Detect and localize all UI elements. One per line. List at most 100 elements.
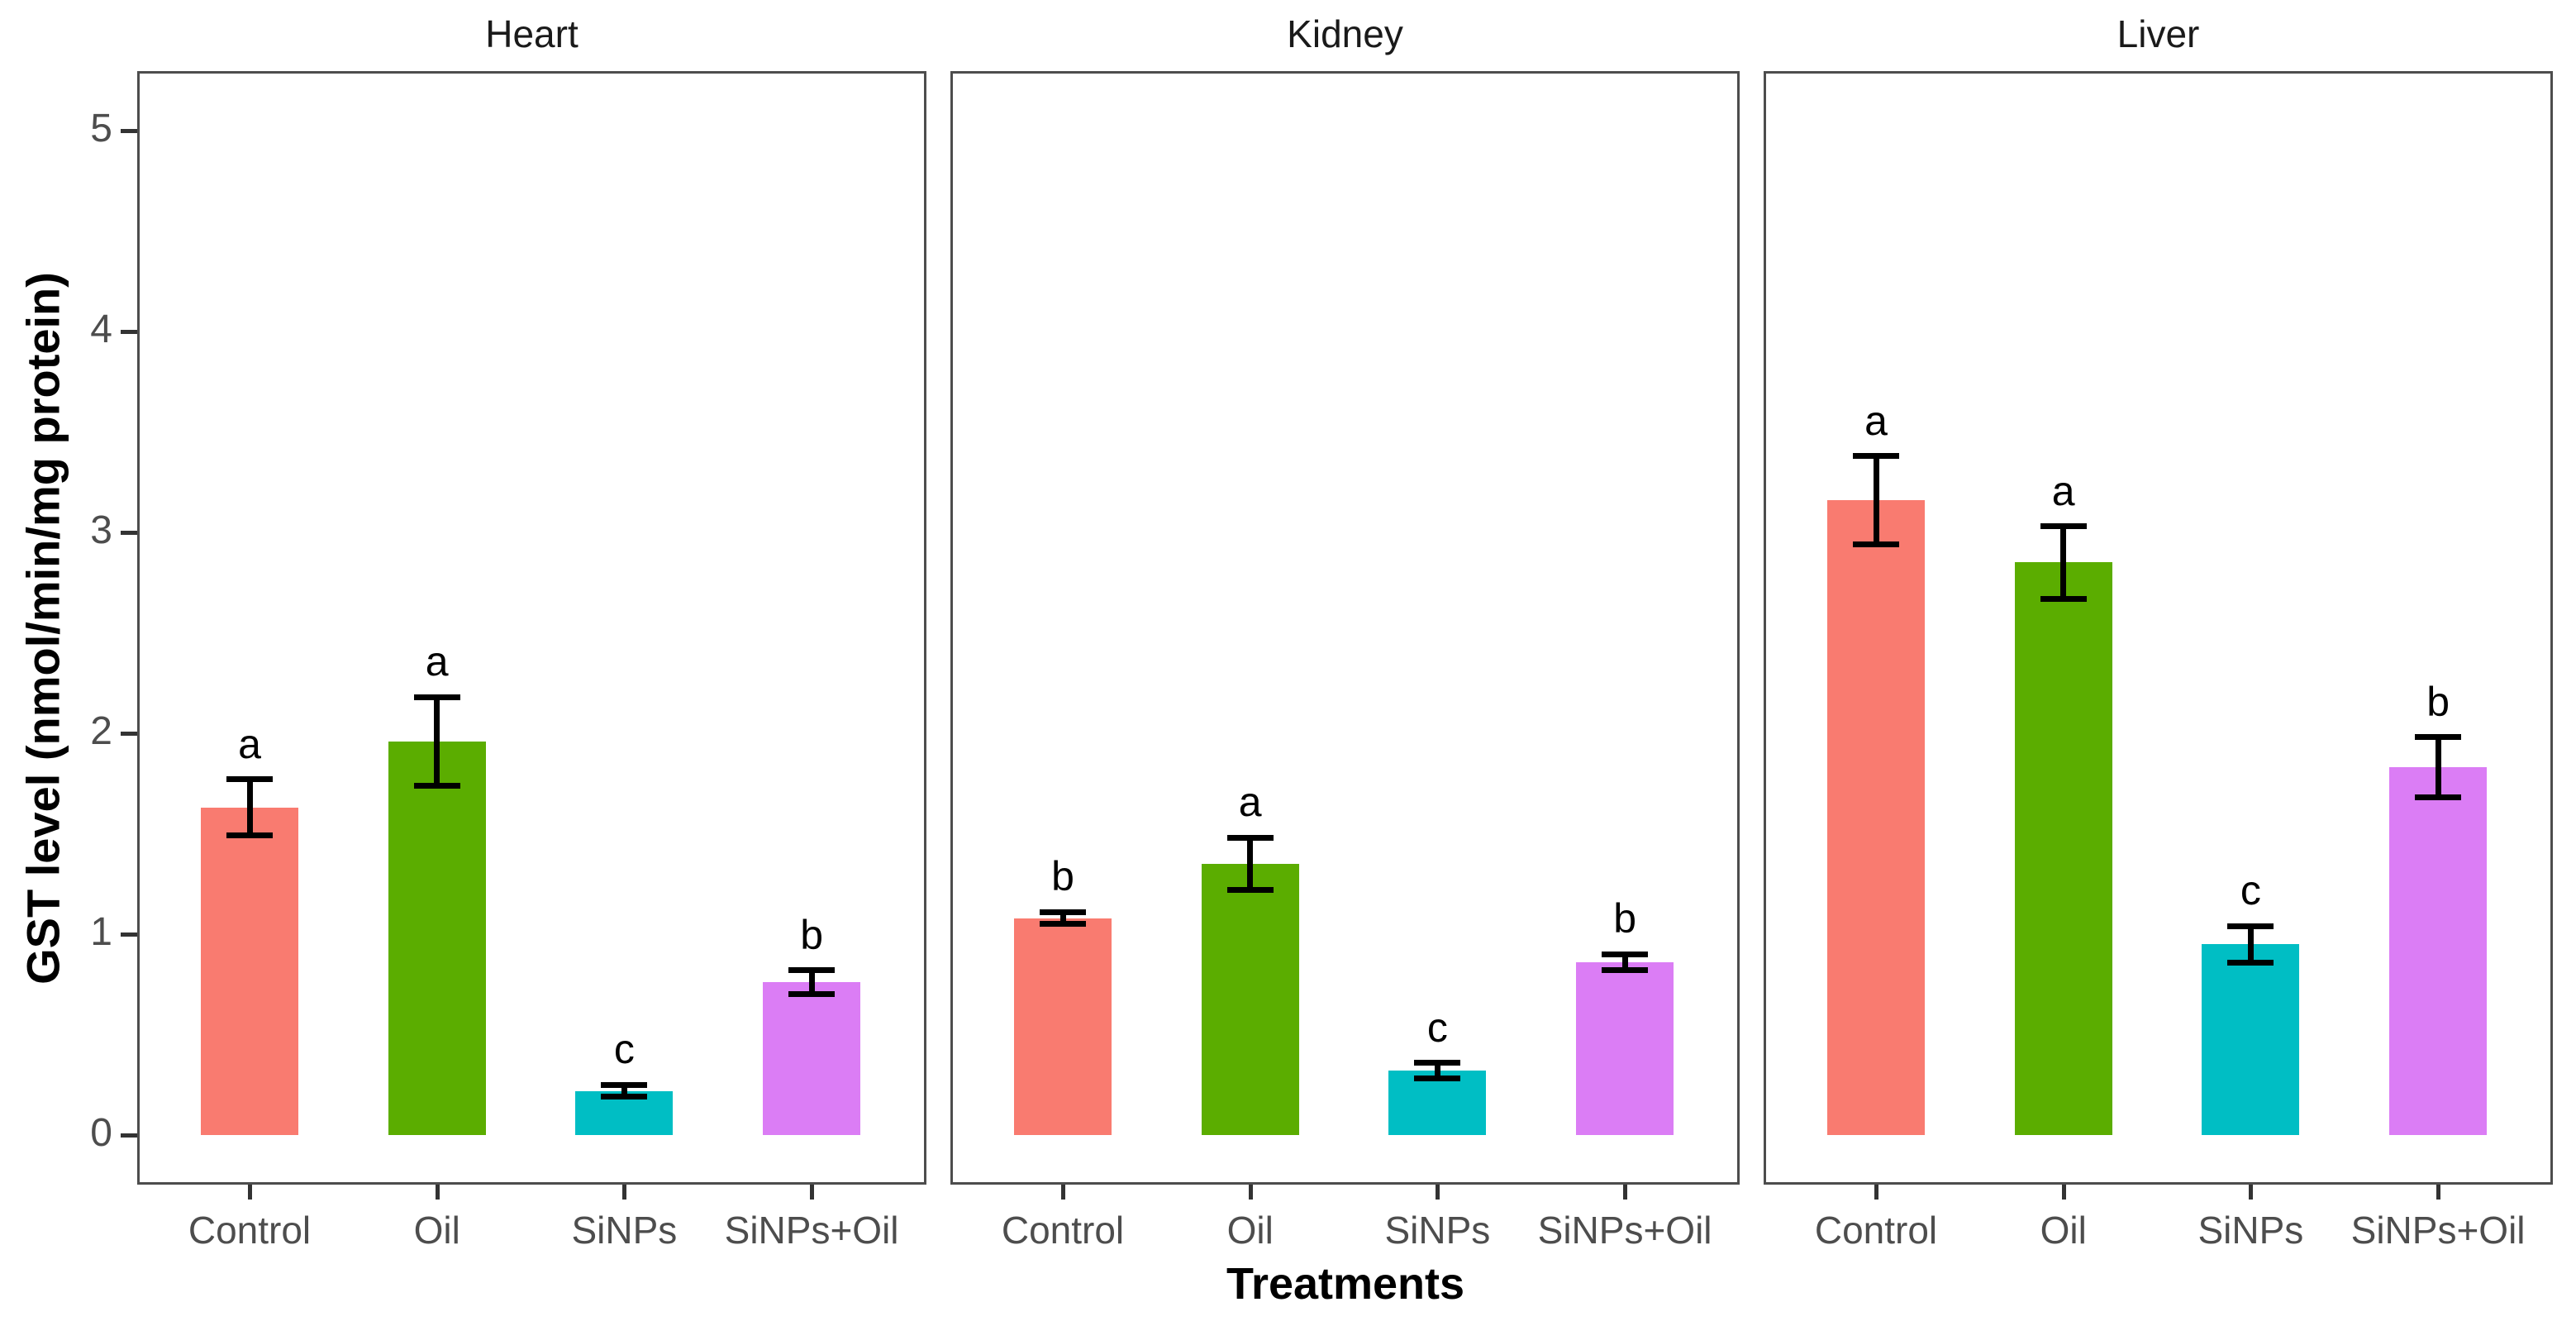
x-tick-mark-kidney-oil (1248, 1185, 1253, 1200)
bar-liver-sinps (2202, 944, 2300, 1135)
x-tick-label-heart-sinps-oil: SiNPs+Oil (724, 1209, 899, 1252)
y-tick-label-0: 0 (90, 1111, 112, 1155)
x-tick-label-heart-sinps: SiNPs (571, 1209, 678, 1252)
y-tick-label-5: 5 (90, 107, 112, 150)
y-tick-mark-3 (121, 531, 137, 535)
y-tick-label-3: 3 (90, 508, 112, 552)
facet-panel-liver: a a c b (1764, 71, 2553, 1185)
sig-letter-heart-sinps: c (613, 1026, 635, 1073)
x-tick-mark-heart-oil (435, 1185, 440, 1200)
error-bar-cap-top-liver-sinps (2227, 923, 2274, 929)
error-bar-cap-bottom-heart-oil (413, 782, 460, 789)
bar-kidney-oil (1201, 863, 1299, 1135)
error-bar-cap-top-heart-sinps-oil (788, 967, 836, 974)
error-bar-cap-bottom-heart-control (226, 832, 273, 839)
x-tick-label-kidney-oil: Oil (1226, 1209, 1274, 1252)
error-bar-cap-bottom-liver-sinps-oil (2415, 794, 2462, 801)
y-tick-label-1: 1 (90, 910, 112, 954)
error-bar-cap-bottom-liver-control (1853, 541, 1899, 548)
error-bar-vline-kidney-oil (1247, 837, 1254, 890)
y-tick-mark-4 (121, 330, 137, 334)
bar-heart-oil (388, 741, 486, 1135)
sig-letter-heart-oil: a (425, 638, 449, 685)
x-tick-mark-liver-oil (2061, 1185, 2066, 1200)
facet-title-liver: Liver (2117, 12, 2200, 55)
error-bar-cap-bottom-kidney-control (1040, 921, 1086, 928)
error-bar-cap-top-kidney-sinps-oil (1602, 951, 1649, 957)
x-tick-label-liver-control: Control (1814, 1209, 1938, 1252)
sig-letter-liver-oil: a (2051, 467, 2075, 514)
error-bar-vline-kidney-sinps-oil (1621, 954, 1628, 971)
y-tick-label-4: 4 (90, 308, 112, 351)
sig-letter-kidney-sinps: c (1426, 1004, 1448, 1051)
facet-panel-kidney: b a c b (950, 71, 1740, 1185)
error-bar-vline-heart-sinps-oil (808, 970, 815, 994)
x-tick-label-heart-control: Control (188, 1209, 312, 1252)
error-bar-vline-liver-control (1873, 456, 1879, 545)
y-tick-mark-5 (121, 129, 137, 133)
sig-letter-kidney-sinps-oil: b (1613, 895, 1636, 942)
error-bar-cap-top-heart-oil (413, 694, 460, 700)
error-bar-vline-liver-oil (2060, 526, 2067, 599)
error-bar-cap-bottom-kidney-sinps (1414, 1076, 1461, 1082)
bar-liver-control (1827, 500, 1925, 1135)
error-bar-vline-kidney-sinps (1434, 1062, 1440, 1079)
facet-title-kidney: Kidney (1287, 12, 1403, 55)
x-tick-mark-heart-sinps (622, 1185, 627, 1200)
error-bar-vline-heart-sinps (621, 1085, 627, 1097)
x-tick-label-kidney-control: Control (1001, 1209, 1125, 1252)
sig-letter-heart-control: a (238, 720, 261, 767)
y-tick-label-2: 2 (90, 709, 112, 753)
x-tick-label-heart-oil: Oil (413, 1209, 460, 1252)
x-tick-mark-heart-sinps-oil (810, 1185, 815, 1200)
x-tick-label-kidney-sinps: SiNPs (1384, 1209, 1491, 1252)
bar-liver-oil (2014, 562, 2112, 1135)
x-tick-mark-kidney-sinps (1436, 1185, 1440, 1200)
x-tick-label-liver-sinps-oil: SiNPs+Oil (2350, 1209, 2526, 1252)
error-bar-cap-top-heart-control (226, 776, 273, 783)
error-bar-vline-heart-oil (434, 697, 440, 786)
bar-kidney-sinps-oil (1576, 962, 1674, 1135)
error-bar-vline-liver-sinps-oil (2435, 737, 2441, 798)
x-tick-label-kidney-sinps-oil: SiNPs+Oil (1537, 1209, 1712, 1252)
y-tick-mark-0 (121, 1133, 137, 1138)
x-tick-label-liver-sinps: SiNPs (2197, 1209, 2304, 1252)
y-tick-mark-2 (121, 732, 137, 736)
sig-letter-kidney-control: b (1051, 853, 1074, 900)
error-bar-cap-top-liver-control (1853, 453, 1899, 460)
facet-panel-heart: a a c b (137, 71, 926, 1185)
x-tick-mark-liver-sinps (2249, 1185, 2254, 1200)
error-bar-cap-bottom-kidney-oil (1226, 887, 1274, 894)
error-bar-cap-bottom-kidney-sinps-oil (1602, 967, 1649, 974)
error-bar-vline-kidney-control (1059, 912, 1066, 924)
error-bar-cap-bottom-heart-sinps (601, 1094, 648, 1100)
x-tick-mark-heart-control (248, 1185, 252, 1200)
sig-letter-kidney-oil: a (1238, 779, 1262, 826)
x-tick-mark-liver-sinps-oil (2436, 1185, 2441, 1200)
error-bar-cap-top-liver-oil (2040, 523, 2087, 530)
error-bar-vline-heart-control (246, 779, 253, 836)
error-bar-vline-liver-sinps (2247, 926, 2254, 962)
x-tick-mark-kidney-sinps-oil (1623, 1185, 1628, 1200)
error-bar-cap-top-kidney-control (1040, 909, 1086, 915)
error-bar-cap-top-kidney-sinps (1414, 1060, 1461, 1066)
y-tick-mark-1 (121, 932, 137, 937)
error-bar-cap-top-kidney-oil (1226, 834, 1274, 841)
sig-letter-liver-sinps-oil: b (2426, 678, 2450, 725)
x-tick-label-liver-oil: Oil (2040, 1209, 2087, 1252)
x-tick-mark-kidney-control (1061, 1185, 1065, 1200)
sig-letter-heart-sinps-oil: b (800, 911, 823, 958)
error-bar-cap-bottom-liver-sinps (2227, 959, 2274, 966)
bar-heart-sinps-oil (763, 982, 861, 1135)
bar-kidney-control (1014, 918, 1112, 1135)
error-bar-cap-bottom-liver-oil (2040, 595, 2087, 602)
x-axis-title: Treatments (1226, 1259, 1465, 1309)
error-bar-cap-bottom-heart-sinps-oil (788, 991, 836, 998)
sig-letter-liver-control: a (1864, 397, 1888, 444)
error-bar-cap-top-liver-sinps-oil (2415, 734, 2462, 741)
y-axis-title: GST level (nmol/min/mg protein) (17, 272, 69, 985)
sig-letter-liver-sinps: c (2240, 867, 2261, 914)
error-bar-cap-top-heart-sinps (601, 1081, 648, 1088)
x-tick-mark-liver-control (1874, 1185, 1878, 1200)
